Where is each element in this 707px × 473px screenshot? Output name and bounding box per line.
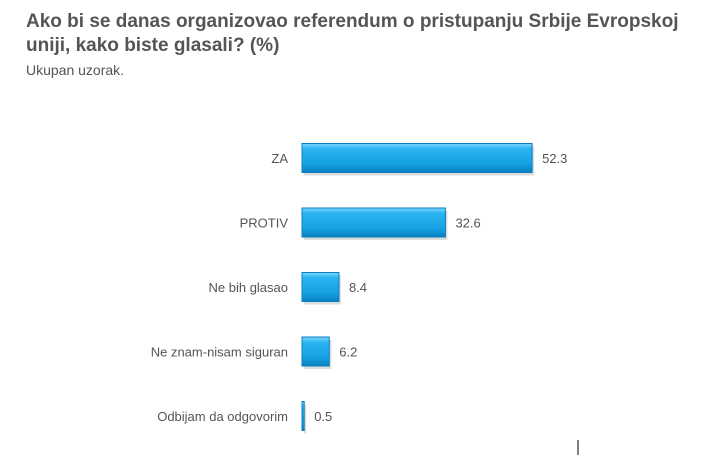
category-label: Odbijam da odgovorim	[157, 409, 288, 424]
bars-group: ZA 52.3 PROTIV 32.6 Ne bih glasao 8.4 Ne znam-…	[151, 143, 579, 455]
bar-2	[301, 272, 340, 302]
category-label: PROTIV	[240, 216, 289, 231]
category-label: Ne bih glasao	[209, 280, 289, 295]
category-label: ZA	[271, 151, 288, 166]
value-label: 32.6	[455, 216, 480, 231]
category-label: Ne znam-nisam siguran	[151, 345, 288, 360]
bar-0	[301, 143, 533, 173]
bar-1	[301, 207, 446, 238]
value-label: 52.3	[542, 151, 567, 166]
value-label: 0.5	[314, 409, 332, 424]
chart-subtitle: Ukupan uzorak.	[26, 62, 125, 78]
bar-4	[301, 401, 305, 431]
bar-3	[301, 336, 330, 367]
value-label: 8.4	[349, 280, 367, 295]
bar-shadow	[304, 404, 307, 434]
value-label: 6.2	[339, 345, 357, 360]
chart-title: Ako bi se danas organizovao referendum o…	[26, 11, 679, 56]
